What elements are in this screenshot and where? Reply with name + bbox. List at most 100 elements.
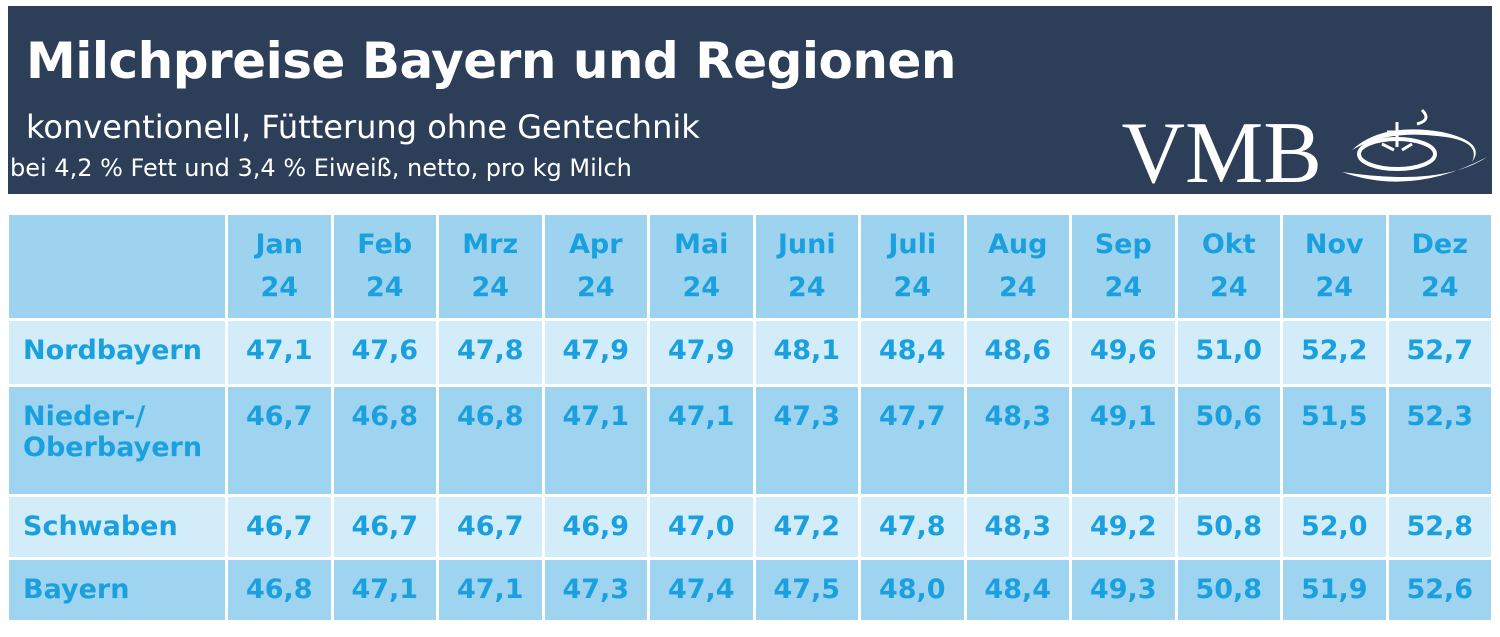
price-cell: 52,7	[1388, 321, 1491, 384]
header-line: Aug	[988, 229, 1048, 260]
note: bei 4,2 % Fett und 3,4 % Eiweiß, netto, …	[10, 154, 632, 182]
column-header: Juli 24	[861, 215, 964, 318]
price-cell: 47,1	[650, 387, 753, 494]
price-cell: 49,3	[1072, 560, 1175, 620]
price-cell: 46,7	[439, 497, 542, 557]
price-cell: 51,0	[1177, 321, 1280, 384]
price-cell: 50,8	[1177, 560, 1280, 620]
price-cell: 52,3	[1388, 387, 1491, 494]
price-cell: 51,5	[1283, 387, 1386, 494]
header-line: 24	[576, 272, 615, 303]
price-cell: 49,2	[1072, 497, 1175, 557]
price-cell: 47,3	[755, 387, 858, 494]
header: Milchpreise Bayern und Regionen konventi…	[8, 6, 1492, 198]
region-cell: Nordbayern	[9, 321, 225, 384]
price-cell: 46,7	[228, 387, 331, 494]
header-line: 24	[1315, 272, 1354, 303]
header-line: Sep	[1094, 229, 1152, 260]
price-cell: 47,4	[650, 560, 753, 620]
column-header: Jan 24	[228, 215, 331, 318]
data-row: Schwaben 46,7 46,7 46,7 46,9 47,0 47,2 47,8 48,3…	[9, 497, 1491, 557]
region-cell: Schwaben	[9, 497, 225, 557]
price-cell: 47,3	[544, 560, 647, 620]
price-table: Jan 24 Feb 24 Mrz 24 Apr 24 Mai 24 Juni 24 Juli 24 Aug…	[6, 212, 1494, 623]
price-cell: 46,9	[544, 497, 647, 557]
header-line: 24	[1209, 272, 1248, 303]
price-cell: 48,1	[755, 321, 858, 384]
header-line: Okt	[1201, 229, 1256, 260]
corner-cell	[9, 215, 225, 318]
header-line: Dez	[1411, 229, 1468, 260]
region-cell: Bayern	[9, 560, 225, 620]
column-header: Okt 24	[1177, 215, 1280, 318]
header-line: 24	[365, 272, 404, 303]
price-cell: 52,2	[1283, 321, 1386, 384]
logo-mark	[1342, 108, 1487, 182]
price-cell: 46,8	[228, 560, 331, 620]
column-header: Juni 24	[755, 215, 858, 318]
header-line: 24	[1420, 272, 1459, 303]
price-cell: 52,6	[1388, 560, 1491, 620]
column-header: Apr 24	[544, 215, 647, 318]
price-cell: 47,1	[544, 387, 647, 494]
column-header: Dez 24	[1388, 215, 1491, 318]
column-header: Aug 24	[966, 215, 1069, 318]
header-line: Juli	[888, 229, 937, 260]
price-cell: 47,8	[439, 321, 542, 384]
price-cell: 46,7	[228, 497, 331, 557]
subtitle: konventionell, Fütterung ohne Gentechnik	[26, 108, 700, 146]
header-line: Mrz	[462, 229, 519, 260]
header-line: Jan	[255, 229, 304, 260]
price-cell: 47,5	[755, 560, 858, 620]
column-header: Feb 24	[333, 215, 436, 318]
price-cell: 47,6	[333, 321, 436, 384]
price-cell: 47,1	[439, 560, 542, 620]
data-row: Bayern 46,8 47,1 47,1 47,3 47,4 47,5 48,0 48,4 49…	[9, 560, 1491, 620]
header-line: 24	[260, 272, 299, 303]
price-cell: 51,9	[1283, 560, 1386, 620]
header-line: 24	[471, 272, 510, 303]
header-row: Jan 24 Feb 24 Mrz 24 Apr 24 Mai 24 Juni 24 Juli 24 Aug…	[9, 215, 1491, 318]
price-cell: 48,4	[861, 321, 964, 384]
price-cell: 48,3	[966, 387, 1069, 494]
column-header: Mai 24	[650, 215, 753, 318]
header-line: Nov	[1304, 229, 1364, 260]
price-cell: 48,3	[966, 497, 1069, 557]
header-line: Apr	[568, 229, 623, 260]
header-line: 24	[998, 272, 1037, 303]
price-cell: 47,1	[333, 560, 436, 620]
column-header: Mrz 24	[439, 215, 542, 318]
price-cell: 47,0	[650, 497, 753, 557]
header-line: Mai	[674, 229, 729, 260]
logo: VMB	[1121, 105, 1323, 202]
price-cell: 46,8	[333, 387, 436, 494]
price-cell: 47,8	[861, 497, 964, 557]
price-cell: 52,8	[1388, 497, 1491, 557]
price-cell: 52,0	[1283, 497, 1386, 557]
price-cell: 47,7	[861, 387, 964, 494]
price-cell: 47,9	[650, 321, 753, 384]
price-cell: 48,0	[861, 560, 964, 620]
header-line: Feb	[357, 229, 413, 260]
header-line: 24	[682, 272, 721, 303]
price-cell: 50,8	[1177, 497, 1280, 557]
data-row: Nieder-/ Oberbayern 46,7 46,8 46,8 47,1 47,1 4…	[9, 387, 1491, 494]
header-line: Juni	[777, 229, 836, 260]
header-line: 24	[787, 272, 826, 303]
price-cell: 49,6	[1072, 321, 1175, 384]
price-cell: 47,2	[755, 497, 858, 557]
price-cell: 46,8	[439, 387, 542, 494]
region-cell: Nieder-/ Oberbayern	[9, 387, 225, 494]
price-cell: 49,1	[1072, 387, 1175, 494]
column-header: Sep 24	[1072, 215, 1175, 318]
header-line: 24	[1104, 272, 1143, 303]
column-header: Nov 24	[1283, 215, 1386, 318]
price-cell: 47,1	[228, 321, 331, 384]
header-line: 24	[893, 272, 932, 303]
price-cell: 47,9	[544, 321, 647, 384]
price-cell: 50,6	[1177, 387, 1280, 494]
price-cell: 48,4	[966, 560, 1069, 620]
price-cell: 46,7	[333, 497, 436, 557]
data-row: Nordbayern 47,1 47,6 47,8 47,9 47,9 48,1 48,4 48…	[9, 321, 1491, 384]
